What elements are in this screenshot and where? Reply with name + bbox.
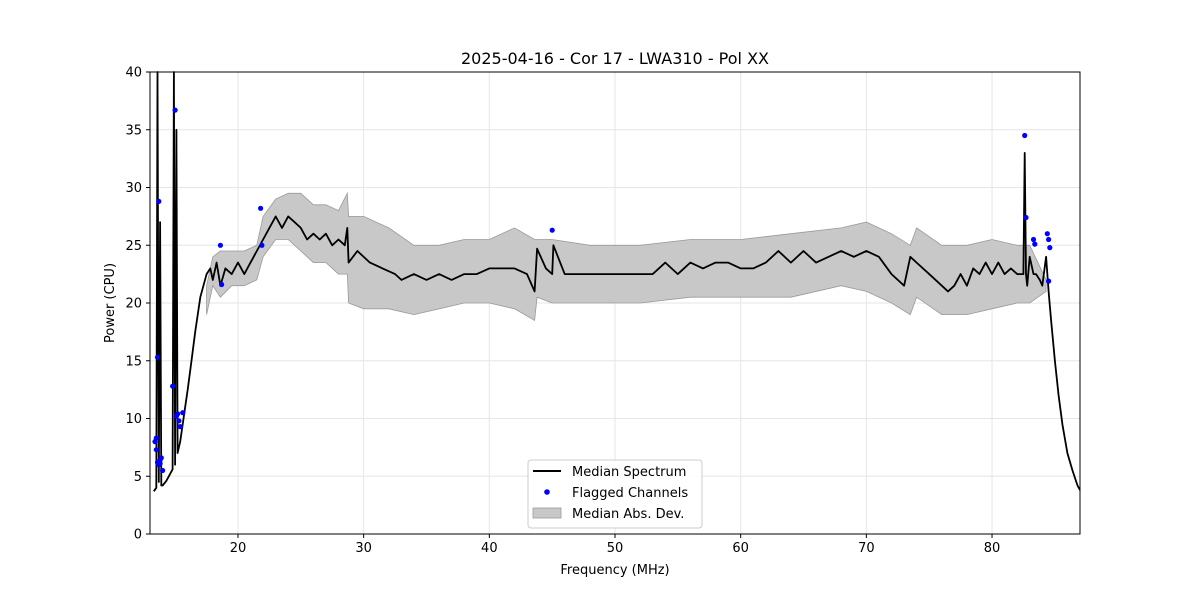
- flagged-point: [153, 447, 159, 453]
- flagged-point: [180, 410, 186, 416]
- legend-label-median: Median Spectrum: [572, 465, 686, 480]
- flagged-point: [1023, 214, 1029, 221]
- flagged-point: [175, 411, 181, 417]
- x-tick-label: 30: [355, 541, 372, 556]
- x-tick-label: 40: [481, 541, 498, 556]
- flagged-points-layer: [152, 107, 1053, 474]
- legend-label-flagged: Flagged Channels: [572, 486, 688, 501]
- flagged-point: [170, 383, 176, 389]
- x-tick-label: 20: [230, 541, 247, 556]
- y-tick-label: 5: [134, 470, 142, 485]
- flagged-point: [1030, 236, 1037, 243]
- chart-title: 2025-04-16 - Cor 17 - LWA310 - Pol XX: [461, 49, 769, 68]
- y-tick-label: 30: [125, 181, 142, 196]
- x-tick-label: 70: [858, 541, 875, 556]
- y-axis-title: Power (CPU): [103, 263, 118, 343]
- flagged-point: [1046, 278, 1052, 284]
- y-tick-label: 10: [125, 412, 142, 427]
- legend-box: [527, 459, 703, 529]
- flagged-point: [549, 227, 555, 233]
- median-spectrum-line: [153, 71, 1081, 492]
- flagged-point: [156, 198, 162, 204]
- flagged-point: [217, 242, 223, 248]
- flagged-point: [157, 460, 163, 467]
- flagged-point: [1022, 132, 1028, 139]
- legend-label-mad: Median Abs. Dev.: [572, 507, 684, 522]
- flagged-point: [153, 435, 159, 441]
- y-tick-label: 20: [125, 297, 142, 312]
- flagged-point: [177, 424, 183, 430]
- x-axis-title: Frequency (MHz): [560, 563, 669, 578]
- y-axis-ticks: 0 5 10 15 20 25 30 35 40: [125, 66, 150, 543]
- mad-band-layer: [206, 191, 1047, 321]
- median-line-layer: [153, 71, 1081, 492]
- x-tick-label: 50: [607, 541, 624, 556]
- flagged-point: [219, 281, 225, 288]
- y-tick-label: 35: [125, 123, 142, 138]
- flagged-point: [160, 467, 166, 474]
- y-tick-label: 15: [125, 354, 142, 369]
- flagged-point: [154, 354, 161, 360]
- flagged-point: [172, 107, 178, 113]
- flagged-point: [158, 455, 164, 461]
- legend-fill-swatch: [532, 507, 562, 519]
- y-tick-label: 0: [134, 528, 142, 543]
- flagged-point: [259, 242, 265, 248]
- flagged-point: [176, 418, 182, 424]
- legend-dot-swatch: [544, 489, 550, 495]
- flagged-point: [1044, 231, 1050, 237]
- flagged-point: [1046, 236, 1052, 243]
- flagged-point: [1047, 245, 1053, 251]
- x-axis-ticks: 20 30 40 50 60 70 80: [230, 534, 1001, 556]
- flagged-point: [258, 205, 264, 211]
- x-tick-label: 80: [984, 541, 1001, 556]
- legend: Median Spectrum Flagged Channels Median …: [527, 459, 703, 529]
- y-tick-label: 25: [125, 239, 142, 254]
- mad-band: [206, 191, 1047, 321]
- flagged-point: [1032, 241, 1038, 247]
- y-tick-label: 40: [125, 66, 142, 81]
- x-tick-label: 60: [732, 541, 749, 556]
